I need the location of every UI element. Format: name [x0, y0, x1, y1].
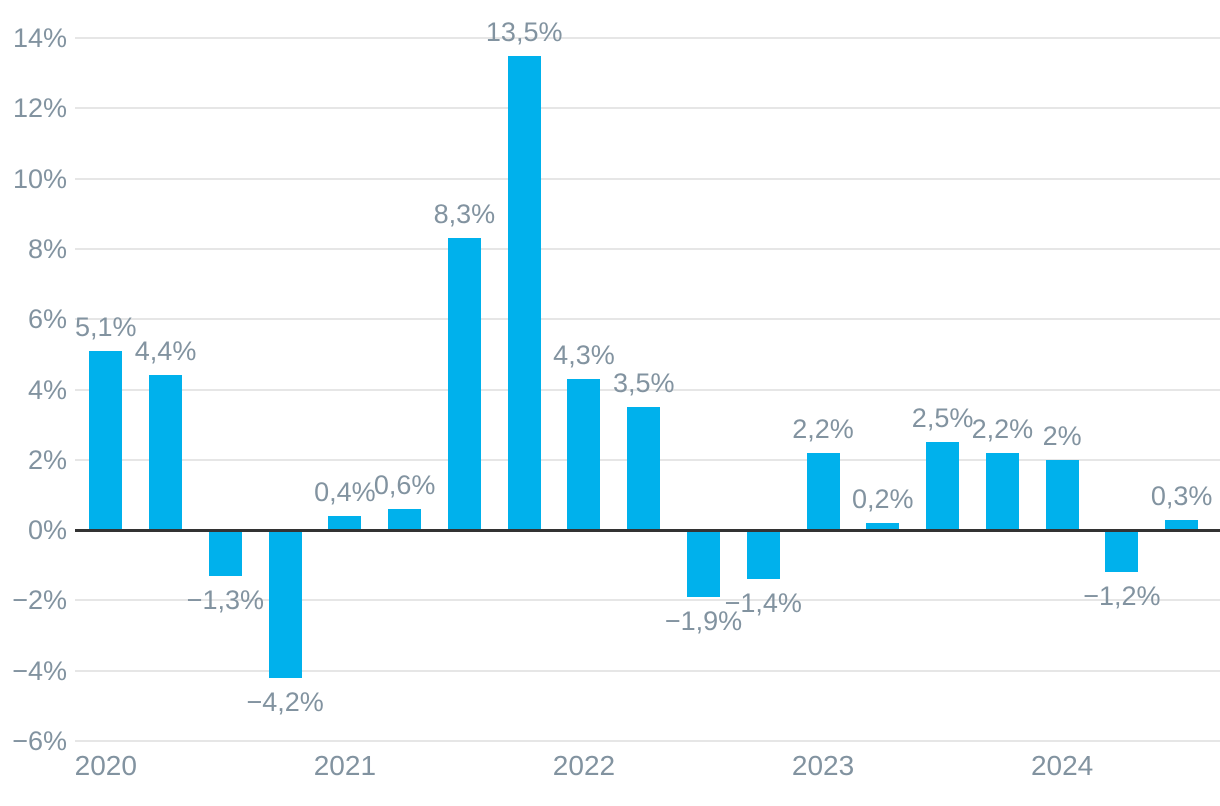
bar-value-label: 4,3%: [553, 339, 615, 370]
x-axis-year-label: 2020: [74, 750, 137, 781]
y-axis-tick-label: −6%: [12, 726, 67, 756]
x-axis-year-label: 2022: [552, 750, 616, 781]
gridline: [75, 388, 1220, 391]
bar: [507, 55, 541, 531]
bar: [567, 378, 601, 531]
bar-value-label: 5,1%: [75, 311, 137, 342]
bar-value-label: −4,2%: [246, 686, 324, 717]
y-axis-tick-label: 6%: [27, 304, 67, 335]
bar-value-label: 0,6%: [373, 470, 436, 500]
x-axis-year-label: 2021: [313, 750, 377, 781]
y-axis-tick-label: 4%: [27, 374, 67, 405]
bar: [926, 442, 960, 531]
gridline: [75, 247, 1220, 250]
bar-value-label: 0,4%: [314, 477, 376, 508]
y-axis-tick-label: −2%: [12, 585, 67, 616]
bar-value-label: −1,2%: [1083, 581, 1161, 612]
bar-value-label: 13,5%: [485, 16, 563, 47]
gridline: [75, 318, 1220, 321]
bar-value-label: −1,4%: [724, 588, 802, 619]
bar: [1045, 459, 1079, 531]
x-axis-year-label: 2023: [791, 750, 855, 781]
gridline: [75, 177, 1220, 180]
bar: [627, 407, 661, 531]
bar-value-label: 2,2%: [792, 413, 854, 444]
bar: [985, 452, 1019, 531]
bar: [1165, 519, 1199, 531]
bar-value-label: 2,5%: [911, 403, 974, 434]
bar-value-label: 0,2%: [852, 484, 914, 515]
gridline: [75, 599, 1220, 602]
y-axis-tick-label: 10%: [12, 163, 67, 194]
gridline: [75, 669, 1220, 672]
bar: [268, 530, 302, 678]
bar: [806, 452, 840, 531]
gridline: [75, 740, 1220, 742]
bar-value-label: 3,5%: [612, 368, 675, 399]
bar-value-label: 0,3%: [1150, 480, 1213, 511]
bar-value-label: 2,2%: [971, 413, 1034, 444]
bar-value-label: 8,3%: [433, 199, 496, 230]
bar: [208, 530, 242, 576]
bar: [328, 516, 362, 531]
bar: [1105, 530, 1139, 573]
bar-value-label: 4,4%: [134, 336, 197, 367]
y-axis-tick-label: 8%: [27, 233, 67, 264]
bar: [388, 509, 422, 531]
y-axis-tick-label: 14%: [12, 23, 67, 53]
y-axis-tick-label: 12%: [12, 93, 67, 124]
bar: [687, 530, 720, 597]
bar-value-label: 2%: [1042, 420, 1082, 451]
y-axis-tick-label: −4%: [12, 655, 67, 686]
zero-axis-line: [75, 528, 1220, 532]
gridline: [75, 37, 1220, 39]
y-axis-tick-label: 0%: [27, 515, 67, 546]
x-axis-year-label: 2024: [1030, 750, 1094, 781]
bar: [746, 530, 780, 580]
gridline: [75, 107, 1220, 110]
bar: [149, 375, 183, 531]
bar-value-label: −1,3%: [186, 584, 264, 615]
bar: [89, 350, 123, 531]
bar: [447, 238, 481, 531]
bar-value-label: −1,9%: [664, 605, 743, 636]
bar: [866, 523, 900, 531]
y-axis-tick-label: 2%: [27, 444, 67, 475]
